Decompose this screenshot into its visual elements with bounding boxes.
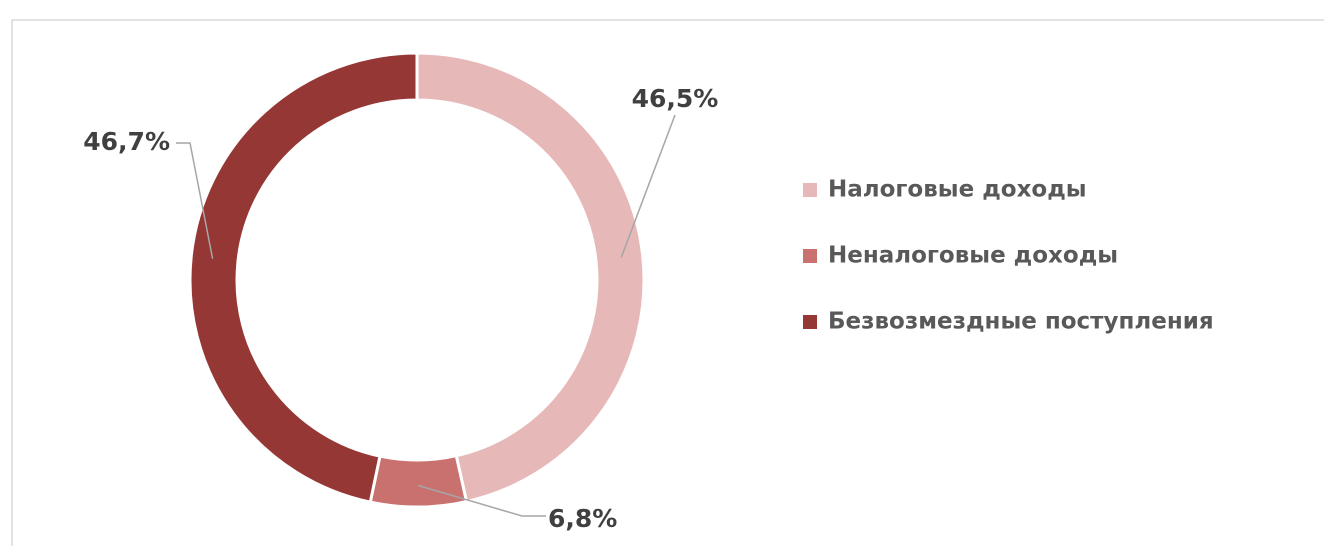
leader-line bbox=[418, 484, 546, 517]
chart-border bbox=[11, 19, 1324, 546]
leader-line bbox=[620, 114, 676, 258]
data-label: 46,5% bbox=[632, 84, 719, 113]
donut-slice bbox=[188, 51, 419, 504]
legend-swatch bbox=[803, 315, 817, 329]
leader-line bbox=[176, 142, 214, 259]
legend-label: Неналоговые доходы bbox=[828, 243, 1118, 269]
legend-label: Налоговые доходы bbox=[828, 177, 1087, 203]
data-label: 46,7% bbox=[83, 127, 170, 156]
legend-swatch bbox=[803, 183, 817, 197]
donut-slice bbox=[368, 453, 469, 509]
legend-swatch bbox=[803, 249, 817, 263]
data-label: 6,8% bbox=[548, 504, 617, 533]
legend-label: Безвозмездные поступления bbox=[828, 309, 1214, 335]
donut-slice bbox=[415, 51, 646, 504]
